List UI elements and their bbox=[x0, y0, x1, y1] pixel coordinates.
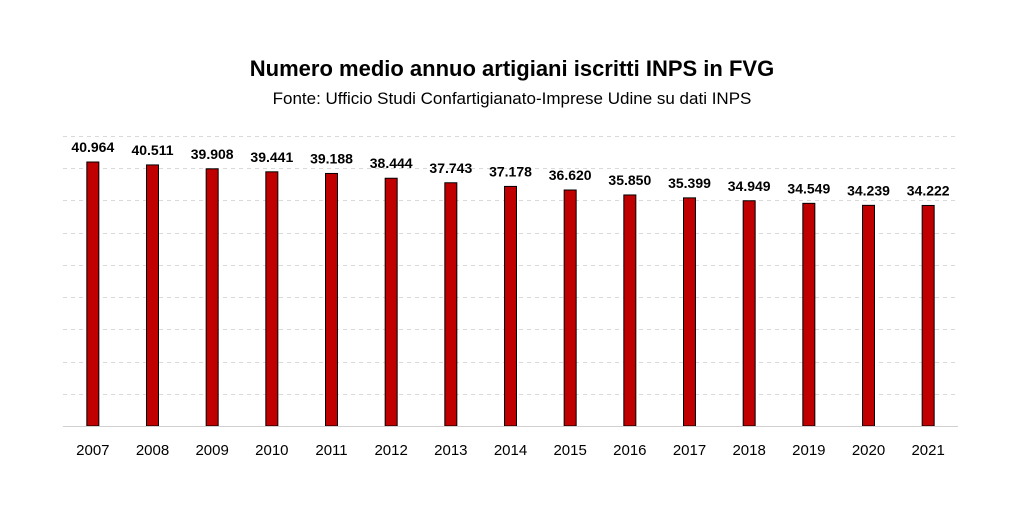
x-tick-label-2009: 2009 bbox=[195, 442, 228, 459]
data-label-2007: 40.964 bbox=[71, 139, 114, 155]
x-tick-label-2008: 2008 bbox=[136, 442, 169, 459]
x-tick-label-2014: 2014 bbox=[494, 442, 527, 459]
bar-2010 bbox=[265, 171, 279, 427]
x-tick-label-2017: 2017 bbox=[673, 442, 706, 459]
data-label-2011: 39.188 bbox=[310, 150, 353, 166]
chart-subtitle: Fonte: Ufficio Studi Confartigianato-Imp… bbox=[272, 89, 752, 108]
data-label-2008: 40.511 bbox=[131, 142, 173, 158]
bar-2019 bbox=[802, 202, 816, 427]
x-tick-label-2012: 2012 bbox=[374, 442, 407, 459]
bar-2018 bbox=[742, 200, 756, 427]
x-tick-label-2010: 2010 bbox=[255, 442, 288, 459]
data-label-2016: 35.850 bbox=[608, 172, 651, 188]
data-label-2017: 35.399 bbox=[668, 175, 711, 191]
bar-2017 bbox=[683, 197, 696, 427]
bar-2008 bbox=[146, 164, 159, 427]
bar-2014 bbox=[504, 185, 517, 427]
data-label-2018: 34.949 bbox=[728, 178, 771, 194]
data-label-2019: 34.549 bbox=[787, 180, 830, 196]
data-label-2013: 37.743 bbox=[429, 160, 472, 176]
x-tick-label-2020: 2020 bbox=[852, 442, 885, 459]
bar-2015 bbox=[563, 189, 577, 427]
bar-2021 bbox=[921, 204, 935, 427]
x-tick-label-2013: 2013 bbox=[434, 442, 467, 459]
x-tick-label-2007: 2007 bbox=[76, 442, 109, 459]
x-tick-label-2018: 2018 bbox=[732, 442, 765, 459]
data-label-2012: 38.444 bbox=[370, 155, 413, 171]
bar-2016 bbox=[623, 194, 637, 427]
data-label-2020: 34.239 bbox=[847, 182, 890, 198]
data-label-2010: 39.441 bbox=[250, 149, 293, 165]
data-label-2014: 37.178 bbox=[489, 163, 532, 179]
bar-2009 bbox=[205, 168, 219, 427]
x-tick-label-2021: 2021 bbox=[911, 442, 944, 459]
bar-2020 bbox=[862, 204, 875, 427]
data-label-2021: 34.222 bbox=[907, 182, 950, 198]
bar-2011 bbox=[325, 172, 338, 427]
data-label-2015: 36.620 bbox=[549, 167, 592, 183]
x-tick-label-2016: 2016 bbox=[613, 442, 646, 459]
bar-2013 bbox=[444, 182, 458, 427]
x-tick-label-2019: 2019 bbox=[792, 442, 825, 459]
x-tick-label-2011: 2011 bbox=[315, 442, 347, 459]
bar-2012 bbox=[384, 177, 398, 427]
chart-title: Numero medio annuo artigiani iscritti IN… bbox=[249, 56, 775, 81]
bar-2007 bbox=[86, 161, 100, 427]
data-label-2009: 39.908 bbox=[191, 146, 234, 162]
x-tick-label-2015: 2015 bbox=[553, 442, 586, 459]
